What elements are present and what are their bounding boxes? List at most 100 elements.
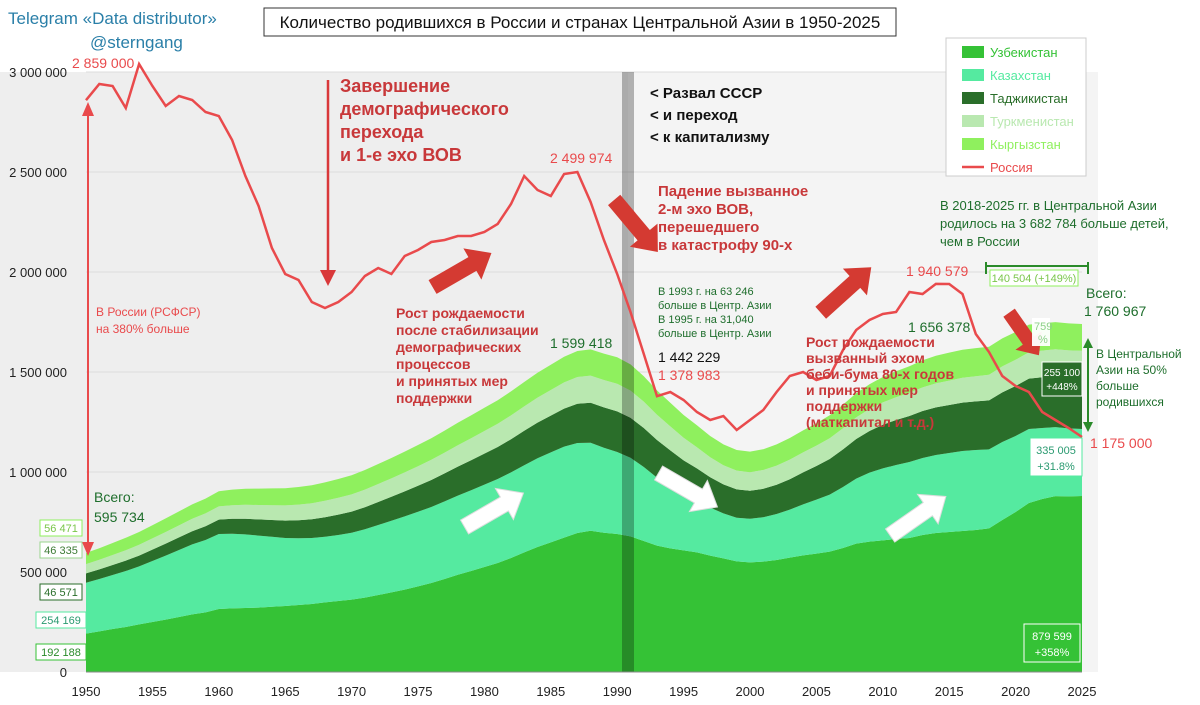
legend-label: Таджикистан (990, 91, 1068, 106)
legend-swatch (962, 115, 984, 127)
label-kz-1950: 254 169 (41, 615, 81, 627)
label-tj-1950: 46 571 (44, 587, 78, 599)
legend-label: Россия (990, 160, 1033, 175)
label-total-2025-value: 1 760 967 (1084, 303, 1146, 319)
annotation-ca-1993-note-line: больше в Центр. Азии (658, 300, 772, 312)
label-uz-2025-pct: +358% (1035, 647, 1070, 659)
y-tick-label: 0 (60, 665, 67, 680)
annotation-growth-1-line: поддержки (396, 390, 472, 406)
area-Туркменистан (86, 349, 1082, 574)
annotation-fall-line: 2-м эхо ВОВ, (658, 201, 753, 218)
annotation-ca-2018-line: родилось на 3 682 784 больше детей, (940, 216, 1169, 231)
label-total-1950-head: Всего: (94, 489, 135, 505)
x-tick-label: 1990 (603, 684, 632, 699)
box-kg-2025 (989, 269, 1079, 287)
annotation-ca-2018-line: В 2018-2025 гг. в Центральной Азии (940, 198, 1157, 213)
red-arrow-1980 (428, 248, 492, 294)
annotation-transition-line: Завершение (340, 76, 450, 96)
box-uz-2025 (1023, 623, 1081, 663)
russia-line-layer (85, 60, 1083, 439)
arrow-down-1968-head (320, 270, 336, 286)
label-uz-1950: 192 188 (41, 647, 81, 659)
x-tick-label: 1995 (669, 684, 698, 699)
chart-title: Количество родившихся в России и странах… (280, 13, 881, 32)
legend-label: Туркменистан (990, 114, 1074, 129)
area-Казахстан (86, 427, 1082, 634)
annotation-growth-1-line: процессов (396, 356, 471, 372)
x-tick-label: 1975 (404, 684, 433, 699)
annotation-fall-line: перешедшего (658, 219, 759, 236)
box-kz-1950 (35, 611, 87, 629)
legend-label: Казахстан (990, 68, 1051, 83)
ussr-collapse-band (622, 72, 634, 672)
label-ca-2015: 1 656 378 (908, 319, 970, 335)
y-tick-label: 1 500 000 (9, 365, 67, 380)
annotation-growth-1-line: Рост рождаемости (396, 305, 525, 321)
label-uz-2025-value: 879 599 (1032, 631, 1072, 643)
label-russia-1987: 2 499 974 (550, 150, 612, 166)
multiline-annotations: Завершение демографического перехода и 1-е … (340, 76, 1182, 430)
annotation-growth-1-line: и принятых мер (396, 373, 508, 389)
annotation-ca-50-line: родившихся (1096, 395, 1164, 409)
box-tm-1950 (39, 541, 83, 559)
legend-label: Узбекистан (990, 45, 1058, 60)
x-tick-label: 2015 (935, 684, 964, 699)
annotation-growth-2-line: Рост рождаемости (806, 334, 935, 350)
legend-swatch (962, 138, 984, 150)
label-tm-2025-partial-1: 759 (1034, 321, 1052, 333)
label-tj-2025-pct: +448% (1046, 382, 1078, 393)
box-tj-2025 (1041, 361, 1083, 397)
annotation-ussr-line: < к капитализму (650, 129, 770, 146)
label-tj-2025-value: 255 100 (1044, 368, 1081, 379)
y-axis: 0 500 000 1 000 000 1 500 000 2 000 000 2 500… (9, 65, 67, 680)
annotation-transition-line: и 1-е эхо ВОВ (340, 145, 462, 165)
label-total-1950-value: 595 734 (94, 509, 145, 525)
legend-swatch (962, 92, 984, 104)
y-tick-label: 3 000 000 (9, 65, 67, 80)
y-tick-label: 2 500 000 (9, 165, 67, 180)
line-Россия (85, 60, 1083, 439)
label-russia-1950: 2 859 000 (72, 55, 134, 71)
area-layers (86, 322, 1082, 672)
annotation-fall-line: в катастрофу 90-х (658, 237, 793, 254)
box-kz-2025 (1029, 437, 1083, 477)
x-tick-label: 2020 (1001, 684, 1030, 699)
red-arrow-1990 (608, 194, 658, 253)
label-kg-1950: 56 471 (44, 523, 78, 535)
annotation-growth-1-line: демографических (396, 339, 521, 355)
white-arrow-1995 (653, 465, 719, 513)
annotation-growth-2-line: и принятых мер (806, 382, 918, 398)
label-kz-2025-pct: +31.8% (1037, 461, 1075, 473)
label-kz-2025-value: 335 005 (1036, 445, 1076, 457)
annotation-ca-1993-note-line: В 1995 г. на 31,040 (658, 314, 754, 326)
annotation-ussr-line: < и переход (650, 107, 738, 124)
legend-label: Кыргызстан (990, 137, 1061, 152)
label-russia-2025: 1 175 000 (1090, 435, 1152, 451)
arrow-rsfsr-bottom (82, 542, 94, 556)
x-tick-label: 1960 (204, 684, 233, 699)
arrow-rsfsr-top (82, 102, 94, 116)
label-tm-2025-partial-2: % (1038, 334, 1048, 346)
watermark-line-1: Telegram «Data distributor» (8, 9, 217, 28)
annotation-ca-50-line: больше (1096, 379, 1139, 393)
label-ca-1993: 1 442 229 (658, 349, 720, 365)
x-tick-label: 2005 (802, 684, 831, 699)
annotation-growth-2-line: поддержки (806, 398, 882, 414)
annotation-growth-2-line: (маткапитал и т.д.) (806, 414, 934, 430)
green-double-arrow-top (1083, 338, 1093, 348)
legend-swatch (962, 46, 984, 58)
annotation-growth-2-line: вызванный эхом (806, 350, 925, 366)
x-tick-label: 1970 (337, 684, 366, 699)
watermark-line-2: @sterngang (90, 33, 183, 52)
box-uz-1950 (35, 643, 87, 661)
annotation-ca-50-line: Азии на 50% (1096, 363, 1167, 377)
label-russia-2014: 1 940 579 (906, 263, 968, 279)
box-tj-1950 (39, 583, 83, 601)
x-tick-label: 2025 (1068, 684, 1097, 699)
rsfsr-note-2: на 380% больше (96, 322, 190, 336)
annotation-growth-1-line: после стабилизации (396, 322, 539, 338)
arrows (82, 80, 1093, 556)
legend-swatch (962, 69, 984, 81)
white-arrow-2012 (884, 493, 947, 543)
legend: Узбекистан Казахстан Таджикистан Туркменист… (945, 37, 1087, 177)
